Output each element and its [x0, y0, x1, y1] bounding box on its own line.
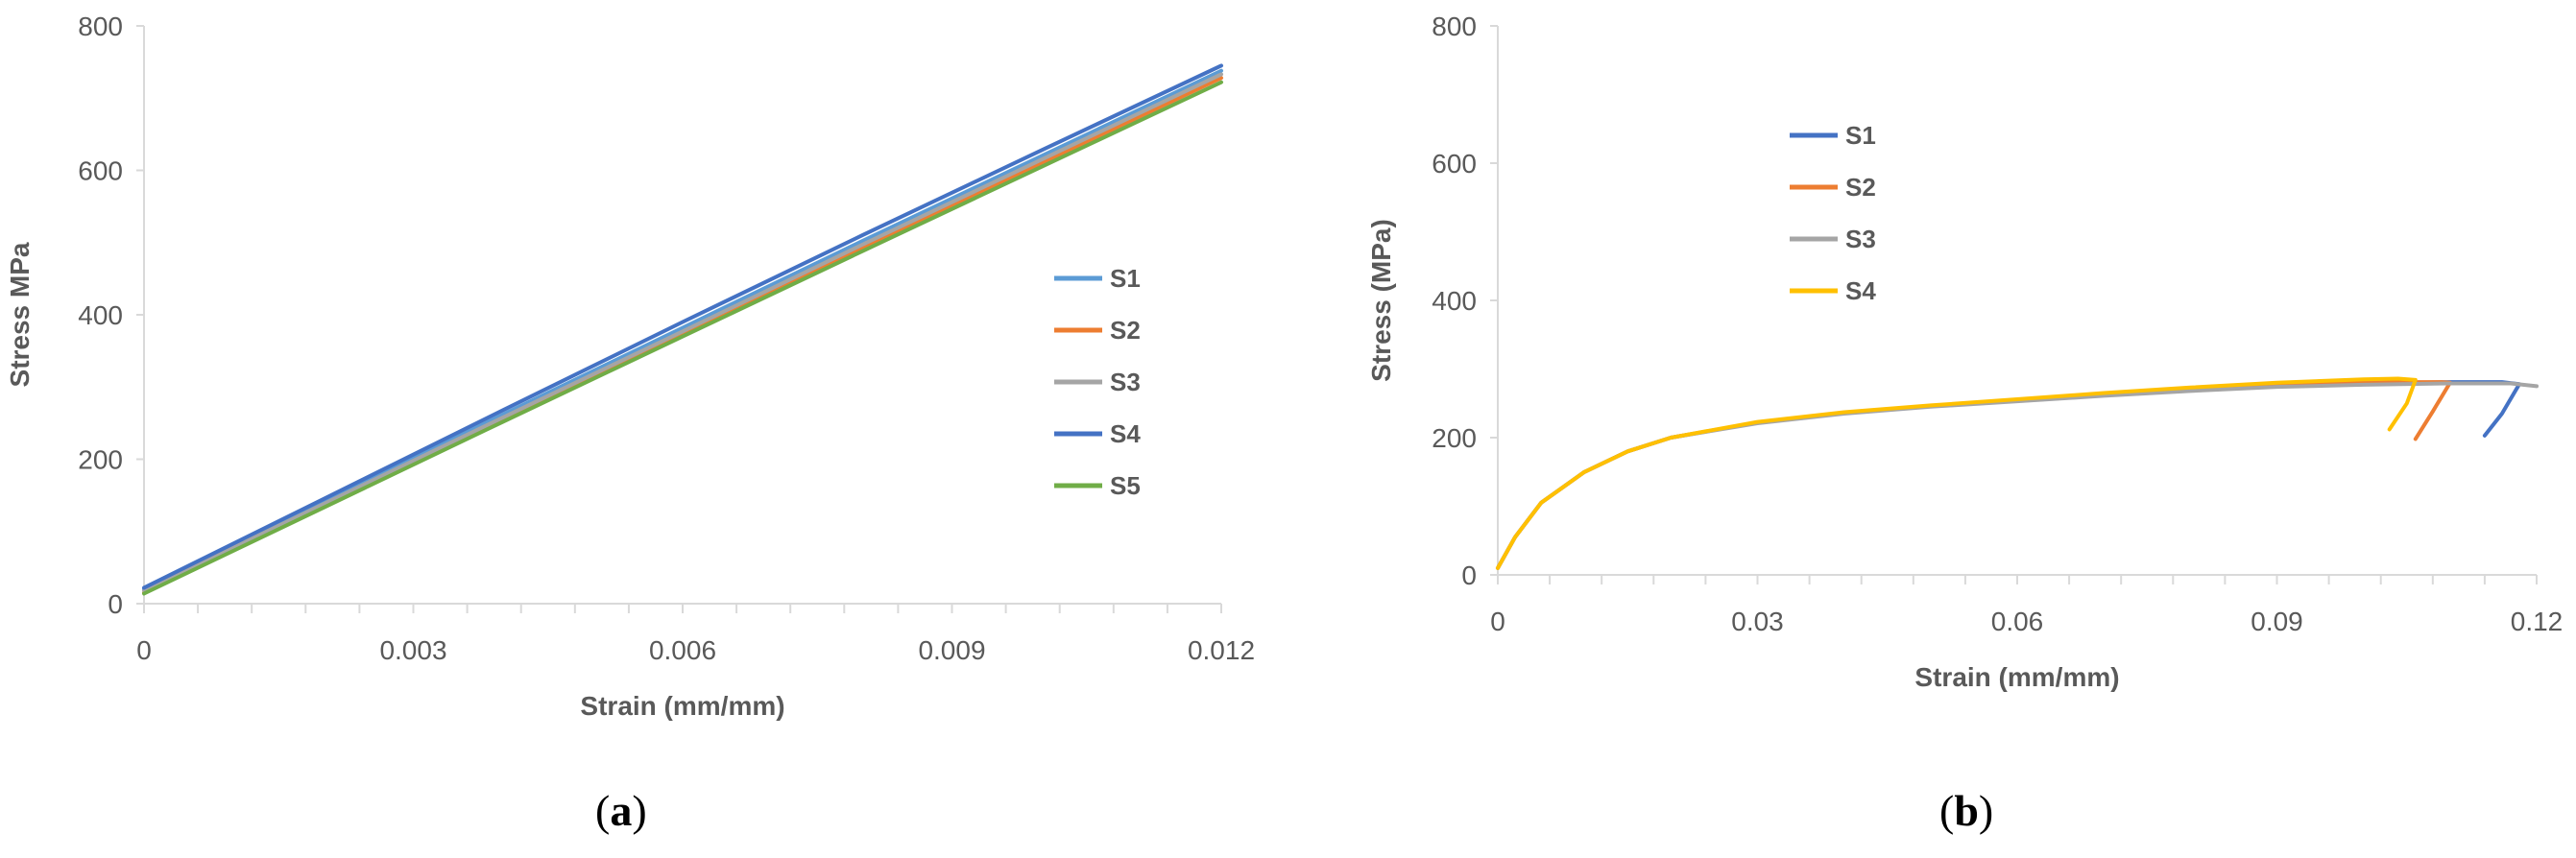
legend-label-s3: S3: [1110, 368, 1141, 396]
legend-label-s5: S5: [1110, 471, 1141, 500]
x-axis-label: Strain (mm/mm): [580, 691, 784, 721]
series-line-s4: [1496, 376, 2418, 570]
x-tick-label: 0: [1490, 607, 1505, 636]
caption-a: (a): [595, 786, 647, 835]
x-tick-label: 0.03: [1731, 607, 1784, 636]
y-tick-label: 0: [1461, 560, 1477, 590]
y-axis-label: Stress (MPa): [1366, 219, 1396, 382]
legend-label-s3: S3: [1845, 225, 1876, 253]
y-tick-label: 200: [78, 445, 123, 475]
x-tick-label: 0.09: [2251, 607, 2303, 636]
x-tick-label: 0.012: [1188, 635, 1255, 665]
legend-label-s4: S4: [1110, 419, 1141, 448]
x-tick-label: 0.06: [1991, 607, 2044, 636]
x-tick-label: 0: [136, 635, 152, 665]
legend-label-s2: S2: [1110, 316, 1141, 345]
series-line-s5: [142, 80, 1223, 596]
chart-panel-b: 0 0.03 0.06 0.09 0.12 0 200 400 600 800 Strain (mm…: [1306, 0, 2576, 858]
series-line-s3: [1496, 381, 2539, 570]
y-tick-label: 400: [78, 300, 123, 330]
y-tick-label: 600: [78, 156, 123, 186]
x-tick-label: 0.006: [649, 635, 716, 665]
y-tick-label: 200: [1432, 423, 1477, 453]
x-tick-label: 0.12: [2511, 607, 2564, 636]
y-tick-label: 0: [108, 589, 123, 619]
y-tick-label: 600: [1432, 149, 1477, 179]
y-tick-label: 400: [1432, 286, 1477, 316]
chart-a-svg: 0 0.003 0.006 0.009 0.012 0 200 400 600 800 Strain…: [5, 12, 1255, 721]
x-tick-label: 0.009: [918, 635, 985, 665]
series-line-s4: [142, 63, 1223, 590]
chart-b-svg: 0 0.03 0.06 0.09 0.12 0 200 400 600 800 Strain (mm…: [1366, 12, 2564, 692]
legend-label-s1: S1: [1845, 121, 1876, 150]
legend-label-s1: S1: [1110, 264, 1141, 293]
legend-label-s2: S2: [1845, 173, 1876, 202]
y-tick-label: 800: [78, 12, 123, 41]
y-axis-label: Stress MPa: [5, 242, 35, 387]
series-line-s1: [1496, 380, 2521, 570]
chart-panel-a: 0 0.003 0.006 0.009 0.012 0 200 400 600 800 Strain…: [5, 12, 1255, 835]
x-tick-label: 0.003: [379, 635, 446, 665]
x-axis-label: Strain (mm/mm): [1914, 662, 2119, 692]
series-line-s3: [142, 72, 1223, 593]
caption-b: (b): [1939, 786, 1994, 835]
y-tick-label: 800: [1432, 12, 1477, 41]
legend-label-s4: S4: [1845, 276, 1876, 305]
series-line-s2: [1496, 380, 2452, 570]
